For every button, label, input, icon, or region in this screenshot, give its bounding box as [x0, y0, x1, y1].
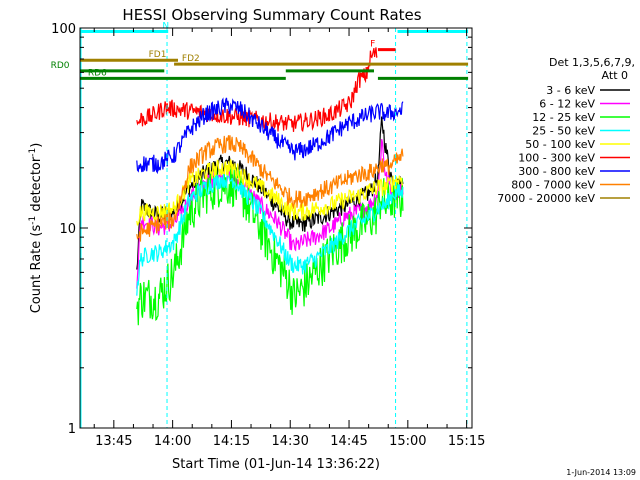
flag-label: N — [162, 22, 169, 32]
legend-entry: 12 - 25 keV — [532, 111, 595, 124]
y-label-part1: Count Rate (s — [29, 225, 44, 314]
plot-lines — [136, 47, 404, 326]
y-label-exp1: -1 — [28, 216, 38, 225]
x-tick-label: 14:45 — [330, 434, 367, 449]
observing-flags: N F FD1 FD2 RD0 RD6 — [51, 22, 469, 428]
series-line — [136, 159, 404, 226]
flag-label: FD2 — [182, 54, 200, 64]
legend-entry: 100 - 300 keV — [518, 152, 595, 165]
flag-label: F — [370, 40, 375, 50]
y-tick-label: 10 — [59, 222, 76, 237]
legend-entry: 7000 - 20000 keV — [497, 192, 595, 205]
y-axis-label: Count Rate (s-1 detector-1) — [28, 143, 44, 314]
legend-header: Att 0 — [602, 69, 628, 82]
y-label-exp2: -1 — [28, 148, 38, 157]
series-line — [136, 169, 404, 296]
y-tick-label: 1 — [68, 422, 76, 437]
series-line — [136, 135, 404, 242]
x-axis: 13:45 14:00 14:15 14:30 14:45 15:00 15:15 — [93, 28, 485, 449]
y-axis: 1 10 100 — [51, 22, 472, 437]
flag-label: FD1 — [149, 50, 167, 60]
flag-label: RD6 — [88, 68, 107, 78]
y-tick-label: 100 — [51, 22, 76, 37]
x-tick-label: 13:45 — [95, 434, 132, 449]
legend-entry: 50 - 100 keV — [525, 138, 595, 151]
x-tick-label: 15:00 — [389, 434, 426, 449]
legend-entry: 6 - 12 keV — [539, 98, 595, 111]
legend-header: Det 1,3,5,6,7,9, — [549, 56, 635, 69]
x-axis-label: Start Time (01-Jun-14 13:36:22) — [172, 457, 380, 472]
chart-title: HESSI Observing Summary Count Rates — [122, 6, 421, 24]
x-tick-label: 14:00 — [154, 434, 191, 449]
legend-entry: 300 - 800 keV — [518, 165, 595, 178]
legend-entry: 3 - 6 keV — [546, 84, 595, 97]
x-tick-label: 14:15 — [213, 434, 250, 449]
x-tick-label: 15:15 — [448, 434, 485, 449]
flag-label: RD0 — [51, 61, 70, 71]
legend-entry: 800 - 7000 keV — [511, 179, 595, 192]
legend-entry: 25 - 50 keV — [532, 125, 595, 138]
y-label-part2: detector — [29, 156, 44, 216]
series-line — [136, 47, 378, 133]
series-line — [136, 97, 404, 175]
series-line — [136, 167, 404, 326]
timestamp: 1-Jun-2014 13:09 — [566, 468, 636, 477]
x-tick-label: 14:30 — [271, 434, 308, 449]
y-label-part3: ) — [29, 143, 44, 148]
